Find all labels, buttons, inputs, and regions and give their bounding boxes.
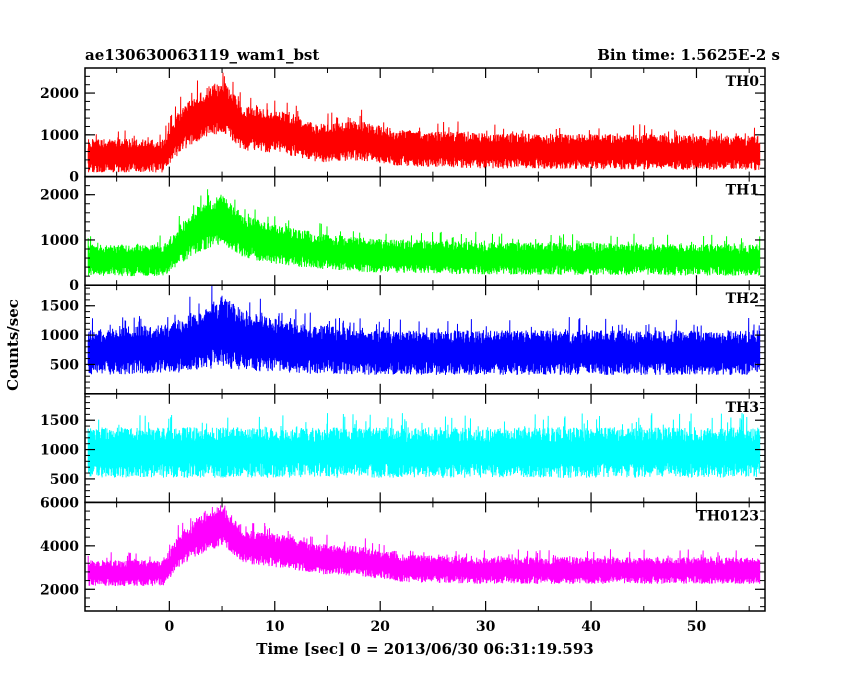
bin-time-label: Bin time: 1.5625E-2 s (597, 46, 780, 64)
x-axis-label: Time [sec] 0 = 2013/06/30 06:31:19.593 (256, 640, 593, 658)
y-tick-label: 500 (50, 472, 79, 488)
series-trace-th2 (87, 285, 761, 376)
panel-th2: 500 1000 1500 TH2 (40, 284, 766, 395)
y-tick-label: 0 (69, 170, 79, 186)
series-trace-th0123 (87, 505, 761, 587)
panel-th3: 500 1000 1500 TH3 (40, 393, 766, 504)
y-tick-label: 1000 (40, 128, 79, 144)
panel-th0123: 2000 4000 6000 TH0123 (40, 495, 766, 612)
x-tick-label: 20 (370, 619, 390, 635)
y-tick-label: 4000 (40, 539, 79, 555)
y-tick-label: 500 (50, 357, 79, 373)
y-tick-label: 1000 (40, 443, 79, 459)
y-tick-label: 0 (69, 278, 79, 294)
series-trace-th0 (87, 72, 761, 173)
panel-label-th2: TH2 (726, 291, 759, 307)
y-tick-label: 1500 (40, 299, 79, 315)
y-tick-label: 2000 (40, 188, 79, 204)
panel-label-th0123: TH0123 (696, 508, 759, 524)
y-tick-label: 1000 (40, 233, 79, 249)
y-tick-label: 2000 (40, 86, 79, 102)
x-tick-label: 10 (265, 619, 285, 635)
panel-frame (84, 501, 766, 612)
y-tick-label: 1000 (40, 328, 79, 344)
y-tick-label: 1500 (40, 413, 79, 429)
x-tick-label: 50 (687, 619, 707, 635)
x-tick-label: 30 (476, 619, 496, 635)
series-trace-th3 (87, 412, 761, 478)
panel-th0: 0 1000 2000 TH0 (40, 67, 766, 186)
panel-label-th3: TH3 (726, 400, 759, 416)
y-tick-label: 6000 (40, 495, 79, 511)
x-tick-label: 40 (581, 619, 601, 635)
panel-th1: 0 1000 2000 TH1 (40, 175, 766, 294)
y-tick-label: 2000 (40, 582, 79, 598)
panel-label-th0: TH0 (726, 74, 760, 90)
panel-label-th1: TH1 (726, 183, 759, 199)
series-trace-th1 (87, 189, 761, 277)
y-axis-label: Counts/sec (4, 299, 22, 391)
chart-title: ae130630063119_wam1_bst (85, 46, 319, 64)
x-tick-label: 0 (164, 619, 174, 635)
